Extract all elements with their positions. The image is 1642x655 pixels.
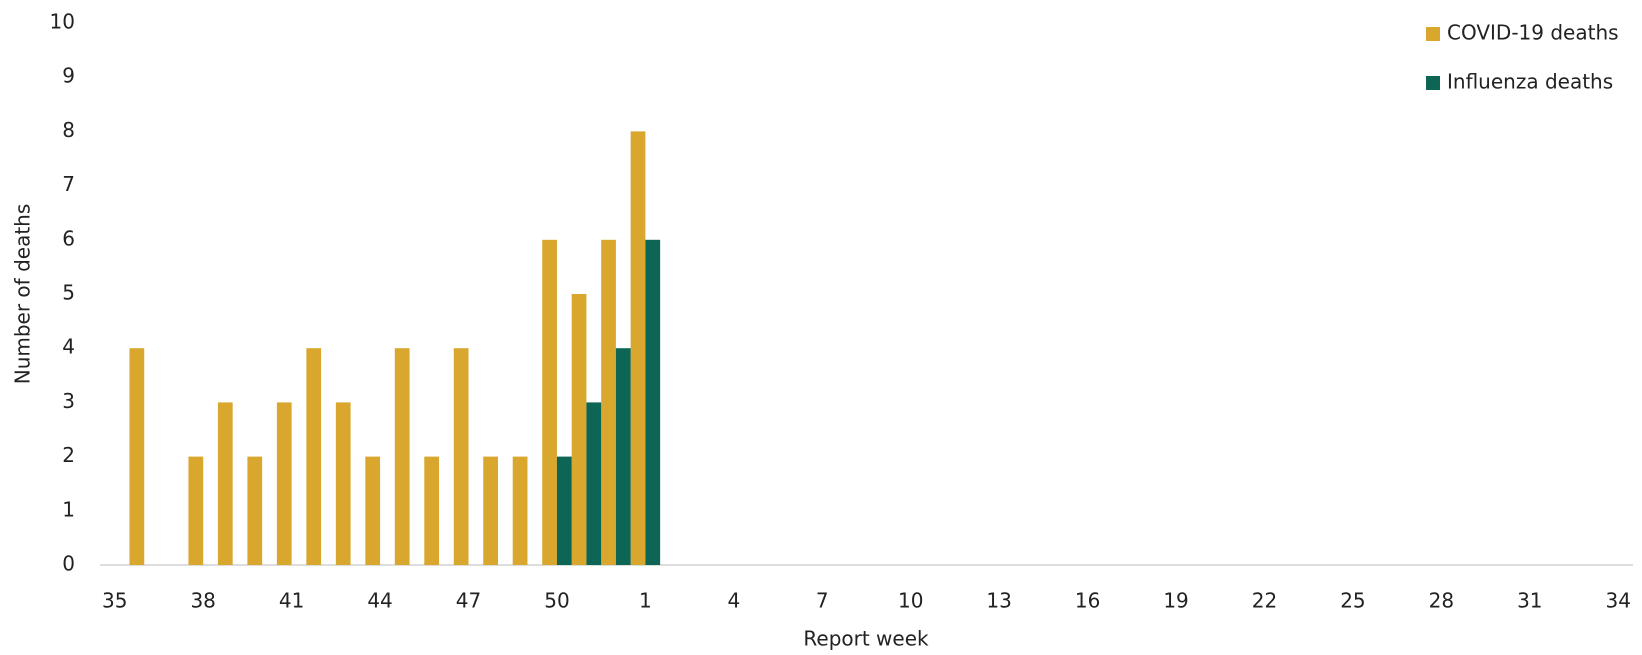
x-tick-label: 16	[1075, 589, 1100, 613]
bar	[306, 348, 322, 565]
bar	[453, 348, 469, 565]
y-tick-label: 0	[62, 552, 75, 576]
bar	[188, 456, 204, 565]
x-tick-label: 38	[190, 589, 215, 613]
legend-label: COVID-19 deaths	[1447, 21, 1619, 45]
bar	[601, 239, 616, 566]
legend-label: Influenza deaths	[1447, 70, 1613, 94]
bar	[365, 456, 381, 565]
bar	[276, 402, 292, 565]
x-tick-label: 35	[102, 589, 127, 613]
x-tick-label: 28	[1429, 589, 1454, 613]
y-tick-label: 5	[62, 281, 75, 305]
bar	[424, 456, 440, 565]
bar	[615, 348, 631, 565]
y-tick-label: 1	[62, 497, 75, 521]
bar	[247, 456, 263, 565]
x-tick-label: 22	[1252, 589, 1277, 613]
bar	[586, 402, 602, 565]
x-tick-label: 1	[639, 589, 652, 613]
y-tick-label: 9	[62, 64, 75, 88]
bar	[394, 348, 410, 565]
bar	[645, 239, 661, 566]
bar	[483, 456, 498, 565]
y-tick-label: 4	[62, 335, 75, 359]
legend-swatch	[1426, 76, 1440, 90]
bar	[571, 294, 587, 565]
x-tick-label: 19	[1163, 589, 1188, 613]
x-tick-label: 7	[816, 589, 829, 613]
x-tick-label: 25	[1340, 589, 1365, 613]
bar	[556, 456, 572, 565]
bar	[542, 239, 557, 566]
x-tick-label: 34	[1606, 589, 1631, 613]
bar	[335, 402, 351, 565]
bar	[512, 456, 528, 565]
y-tick-label: 2	[62, 443, 75, 467]
x-tick-label: 10	[898, 589, 923, 613]
x-tick-label: 13	[986, 589, 1011, 613]
x-tick-label: 31	[1517, 589, 1542, 613]
y-tick-label: 3	[62, 389, 75, 413]
x-tick-label: 4	[727, 589, 740, 613]
y-tick-label: 6	[62, 226, 75, 250]
x-tick-label: 50	[544, 589, 569, 613]
bar	[129, 348, 145, 565]
bar	[217, 402, 233, 565]
y-tick-label: 10	[50, 10, 75, 34]
x-tick-label: 44	[367, 589, 392, 613]
x-tick-label: 47	[456, 589, 481, 613]
x-axis-title: Report week	[803, 627, 929, 651]
legend-swatch	[1426, 27, 1440, 41]
y-axis-title: Number of deaths	[11, 204, 35, 385]
y-tick-label: 8	[62, 118, 75, 142]
y-tick-label: 7	[62, 172, 75, 196]
bar	[630, 131, 646, 565]
x-tick-label: 41	[279, 589, 304, 613]
